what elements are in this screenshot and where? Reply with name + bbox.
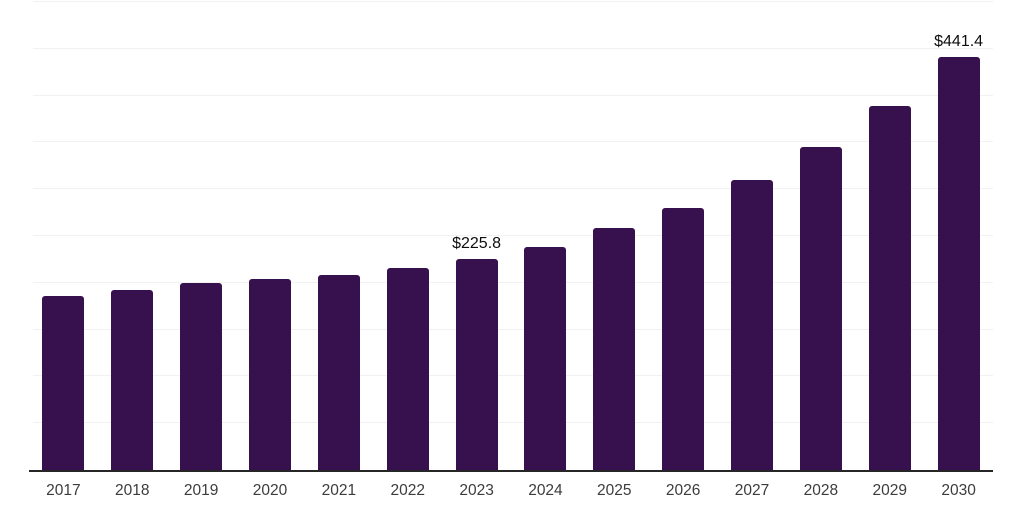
gridline-300 — [33, 188, 993, 190]
gridline-150 — [33, 328, 993, 330]
bar-slot-2027: 2027 — [718, 2, 787, 499]
bar-slot-2026: 2026 — [649, 2, 718, 499]
x-tick-label-2018: 2018 — [115, 482, 150, 499]
bar-slot-2020: 2020 — [236, 2, 305, 499]
bars-row: 2017 2018 2019 2020 2021 2022 $225.8 2023 2024 20… — [29, 2, 993, 499]
bar-2018 — [111, 290, 154, 470]
bar-2017 — [42, 296, 85, 470]
x-tick-label-2023: 2023 — [459, 482, 494, 499]
x-tick-label-2019: 2019 — [183, 482, 219, 499]
plot-area: 2017 2018 2019 2020 2021 2022 $225.8 2023 2024 20… — [29, 1, 993, 499]
bar-2029 — [868, 106, 911, 470]
x-tick-label-2027: 2027 — [734, 482, 770, 499]
bar-slot-2030: $441.4 2030 — [924, 2, 993, 499]
x-tick-label-2029: 2029 — [872, 482, 907, 499]
bar-slot-2019: 2019 — [167, 2, 236, 499]
x-tick-label-2030: 2030 — [941, 482, 976, 499]
x-tick-label-2026: 2026 — [665, 482, 701, 499]
bar-2026 — [662, 208, 705, 470]
bar-slot-2029: 2029 — [855, 2, 924, 499]
bar-slot-2017: 2017 — [29, 2, 98, 499]
x-tick-label-2025: 2025 — [597, 482, 632, 499]
bar-2019 — [180, 283, 223, 470]
bar-2023 — [455, 258, 498, 470]
bar-2022 — [386, 268, 429, 470]
bar-2030 — [937, 56, 980, 470]
x-tick-label-2022: 2022 — [390, 482, 425, 499]
bar-slot-2022: 2022 — [373, 2, 442, 499]
bar-2027 — [731, 180, 774, 470]
bar-slot-2024: 2024 — [511, 2, 580, 499]
bar-2021 — [317, 275, 360, 470]
bar-slot-2018: 2018 — [98, 2, 167, 499]
gridline-100 — [33, 375, 993, 377]
bar-2024 — [524, 247, 567, 470]
gridline-500 — [33, 1, 993, 2]
x-tick-label-2020: 2020 — [252, 482, 288, 499]
value-label-2030: $441.4 — [934, 32, 984, 50]
x-tick-label-2017: 2017 — [46, 482, 81, 499]
gridline-50 — [33, 422, 993, 424]
x-tick-label-2021: 2021 — [321, 482, 357, 499]
bar-slot-2028: 2028 — [786, 2, 855, 499]
bar-2025 — [593, 228, 636, 470]
bar-slot-2021: 2021 — [304, 2, 373, 499]
x-tick-label-2028: 2028 — [803, 482, 839, 499]
bar-2020 — [249, 279, 291, 470]
gridline-200 — [33, 281, 993, 283]
bar-slot-2023: $225.8 2023 — [442, 2, 511, 499]
gridline-350 — [33, 141, 993, 143]
x-tick-label-2024: 2024 — [528, 482, 563, 499]
bar-2028 — [799, 147, 842, 470]
gridline-250 — [33, 235, 993, 236]
gridline-450 — [33, 47, 993, 49]
bar-slot-2025: 2025 — [580, 2, 649, 499]
value-label-2023: $225.8 — [452, 234, 502, 252]
gridline-400 — [33, 94, 993, 96]
